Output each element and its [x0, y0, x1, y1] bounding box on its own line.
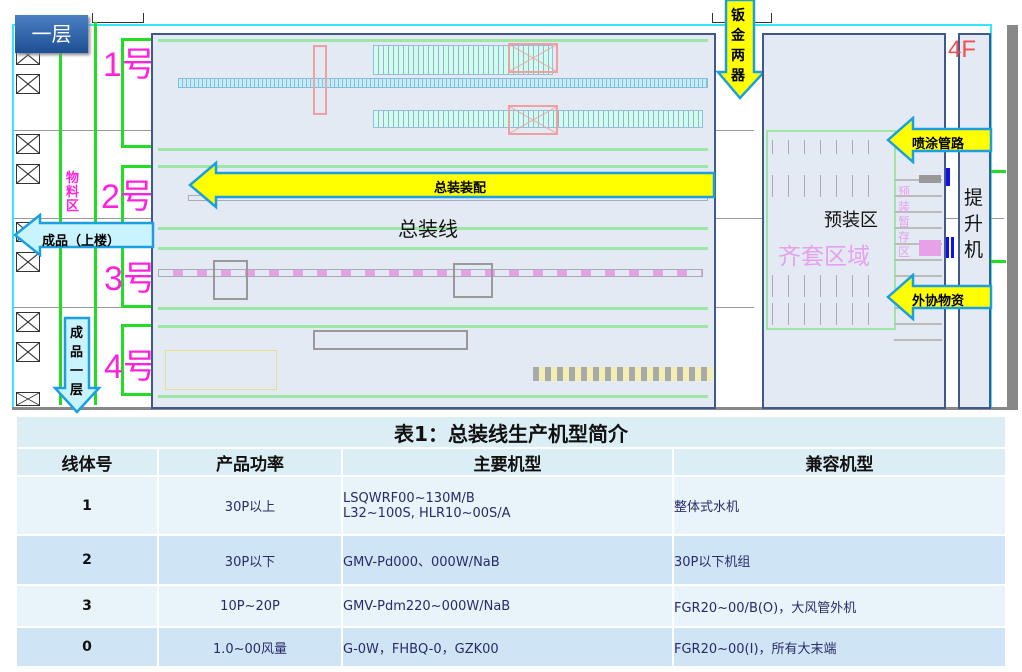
material-area-label: 物料区	[66, 171, 80, 214]
elevator-zone: 提升机	[958, 33, 991, 409]
sheet-metal-label: 钣金两器	[731, 8, 745, 84]
outsourced-arrow-label: 外协物资	[912, 294, 965, 309]
power: 10P~20P	[159, 586, 341, 626]
marker	[946, 168, 950, 186]
column-cell	[16, 252, 40, 272]
preassembly-storage-label: 预装暂存区	[898, 185, 911, 259]
line-number: 1	[17, 477, 157, 534]
right-wall	[1007, 25, 1018, 410]
main-model: GMV-Pd000、000W/NaB	[343, 536, 672, 584]
preassembly-zone: 齐套区域 预装暂存区 预装区	[762, 33, 946, 409]
line-1-label: 1号	[103, 46, 156, 84]
finished-up-arrow	[12, 213, 155, 257]
column-cell	[16, 312, 40, 332]
finished-down-label: 成品一层	[70, 326, 84, 398]
paint-arrow	[886, 116, 993, 164]
main-model: LSQWRF00~130M/B L32~100S, HLR10~00S/A	[343, 477, 672, 534]
assembly-arrow-label: 总装装配	[433, 181, 486, 196]
table-row: 1 30P以上 LSQWRF00~130M/B L32~100S, HLR10~0…	[17, 477, 1005, 534]
sheet-metal-arrow	[716, 0, 766, 100]
header-compatible-model: 兼容机型	[674, 449, 1005, 475]
table-row: 2 30P以下 GMV-Pd000、000W/NaB 30P以下机组	[17, 536, 1005, 584]
line-number: 3	[17, 586, 157, 626]
compatible-model: 整体式水机	[674, 477, 1005, 534]
assembly-line-label: 总装线	[398, 217, 458, 241]
finished-down-arrow	[52, 316, 102, 414]
line-1-conveyor	[178, 78, 708, 88]
green-path	[991, 170, 1006, 173]
building-outline	[12, 24, 992, 408]
assembly-zone: 总装线	[151, 33, 716, 409]
floor-badge: 一层	[15, 15, 88, 53]
line-3-label: 3号	[104, 260, 157, 298]
header-main-model: 主要机型	[343, 449, 672, 475]
compatible-model: FGR20~00/B(O)，大风管外机	[674, 586, 1005, 626]
preassembly-label: 预装区	[824, 210, 878, 231]
power: 30P以上	[159, 477, 341, 534]
model-table: 表1：总装线生产机型简介 线体号 产品功率 主要机型 兼容机型 1 30P以上 …	[15, 415, 1007, 668]
line-4-label: 4号	[104, 348, 157, 386]
paint-arrow-label: 喷涂管路	[912, 137, 965, 152]
table-row: 0 1.0~00风量 G-0W，FHBQ-0，GZK00 FGR20~00(I)…	[17, 628, 1005, 666]
power: 30P以下	[159, 536, 341, 584]
marker	[946, 237, 954, 258]
header-power: 产品功率	[159, 449, 341, 475]
main-model-line: L32~100S, HLR10~00S/A	[343, 505, 511, 521]
compatible-model: 30P以下机组	[674, 536, 1005, 584]
column-cell	[16, 74, 40, 94]
header-line: 线体号	[17, 449, 157, 475]
elevator-label: 提升机	[964, 187, 984, 261]
line-1-area	[121, 38, 153, 148]
table-row: 3 10P~20P GMV-Pdm220~000W/NaB FGR20~00/B…	[17, 586, 1005, 626]
column-cell	[16, 134, 40, 154]
power: 1.0~00风量	[159, 628, 341, 666]
main-model: GMV-Pdm220~000W/NaB	[343, 586, 672, 626]
main-model-line: LSQWRF00~130M/B	[343, 490, 475, 506]
green-path	[991, 260, 1006, 263]
top-structure	[92, 13, 144, 23]
table-title: 表1：总装线生产机型简介	[17, 417, 1005, 447]
line-4-area	[121, 324, 153, 396]
line-number: 2	[17, 536, 157, 584]
main-model: G-0W，FHBQ-0，GZK00	[343, 628, 672, 666]
line-4-conveyor	[533, 367, 713, 381]
column-cell	[16, 164, 40, 184]
column-cell	[16, 392, 40, 406]
line-number: 0	[17, 628, 157, 666]
kitting-zone-label: 齐套区域	[778, 244, 870, 270]
line-3-conveyor	[158, 269, 703, 277]
green-path	[94, 22, 97, 405]
assembly-arrow	[188, 160, 716, 210]
column-cell	[16, 342, 40, 362]
floor-mark: 4F	[948, 36, 977, 63]
compatible-model: FGR20~00(I)，所有大末端	[674, 628, 1005, 666]
outsourced-arrow	[886, 273, 993, 321]
finished-up-label: 成品（上楼）	[42, 234, 121, 249]
line-2-label: 2号	[101, 178, 154, 216]
